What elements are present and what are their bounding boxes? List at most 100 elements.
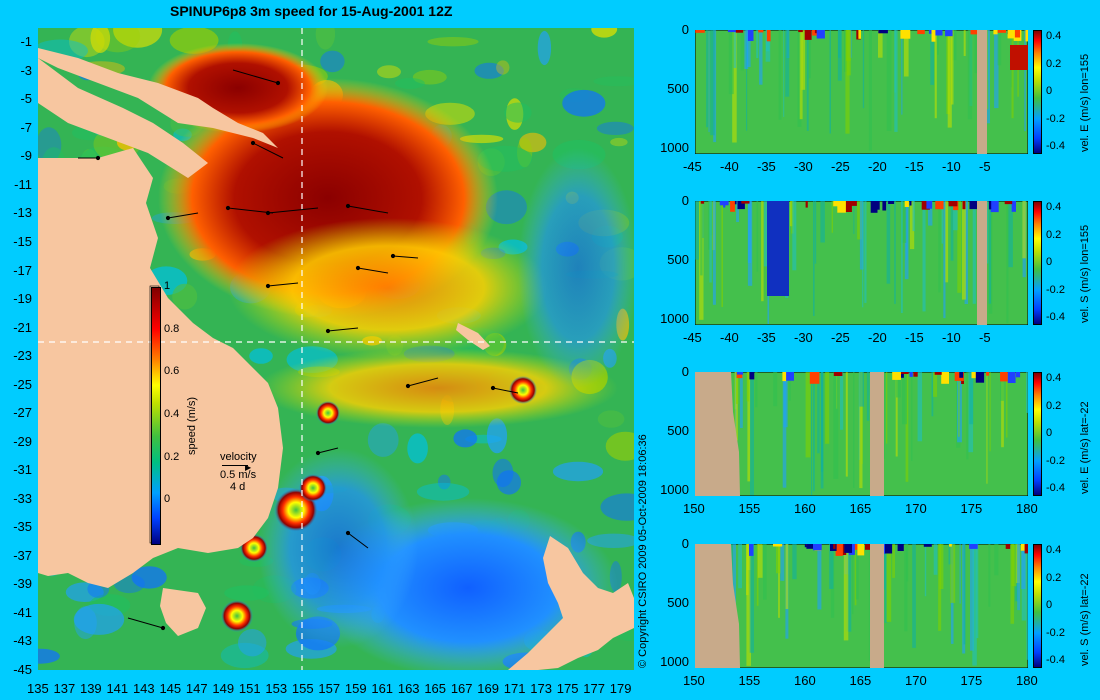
section-surface-feature xyxy=(883,544,893,554)
section-y-tick: 0 xyxy=(681,22,689,37)
section-streak xyxy=(917,372,923,442)
section-streak xyxy=(986,201,989,264)
speed-feature xyxy=(416,482,470,501)
section-x-tick: 180 xyxy=(1016,673,1038,688)
section-y-tick: 1000 xyxy=(660,140,689,156)
section-surface-feature xyxy=(986,372,990,376)
section-surface-feature xyxy=(945,30,953,37)
section-streak xyxy=(989,372,991,452)
section-colorbar-tick: 0 xyxy=(1046,427,1053,439)
section-surface-feature xyxy=(723,201,726,208)
section-colorbar-tick: -0.4 xyxy=(1046,311,1065,323)
section-surface-feature xyxy=(844,201,852,212)
section-streak xyxy=(957,201,962,293)
section-streak xyxy=(901,201,907,243)
speed-feature xyxy=(552,461,604,482)
section-x-tick: -25 xyxy=(831,159,850,174)
section-streak xyxy=(785,544,789,609)
speed-feature xyxy=(486,418,508,454)
section-streak xyxy=(894,30,896,93)
section-surface-feature xyxy=(700,201,705,204)
section-streak xyxy=(933,544,938,575)
section-streak xyxy=(778,544,780,618)
section-colorbar-label: vel. E (m/s) lat=-22 xyxy=(1079,401,1091,494)
section-surface-feature xyxy=(923,544,932,547)
section-strong-current xyxy=(767,201,789,296)
section-surface-feature xyxy=(1004,201,1013,205)
section-plot-section-south-velocity-lat-22 xyxy=(695,544,1028,668)
speed-feature xyxy=(437,474,451,490)
speed-feature xyxy=(427,37,479,47)
velocity-arrowhead xyxy=(265,283,271,289)
section-colorbar xyxy=(1033,544,1042,668)
section-colorbar-tick: 0.4 xyxy=(1046,30,1062,42)
section-surface-feature xyxy=(932,30,943,36)
section-streak xyxy=(749,544,754,653)
section-surface-feature xyxy=(749,544,754,556)
speed-feature xyxy=(504,102,532,123)
section-surface-feature xyxy=(931,30,936,42)
section-streak xyxy=(747,544,752,570)
section-streak xyxy=(974,30,980,74)
section-streak xyxy=(788,372,791,401)
section-streak xyxy=(740,372,743,428)
section-streak xyxy=(922,201,926,312)
section-surface-feature xyxy=(833,544,836,549)
section-streak xyxy=(894,30,898,132)
map-x-tick: 145 xyxy=(159,681,182,696)
map-y-tick: -3 xyxy=(20,62,32,78)
section-colorbar-tick: -0.2 xyxy=(1046,112,1065,125)
section-surface-feature xyxy=(1025,30,1028,42)
velocity-arrow xyxy=(232,69,279,84)
section-colorbar-tick: -0.4 xyxy=(1046,654,1065,666)
section-land xyxy=(977,30,987,154)
map-x-tick: 153 xyxy=(265,681,288,696)
section-surface-feature xyxy=(806,544,816,549)
section-surface-feature xyxy=(990,201,999,213)
map-x-tick: 135 xyxy=(27,681,49,696)
map-x-tick: 175 xyxy=(556,681,579,696)
map-y-tick: -37 xyxy=(13,547,32,563)
section-streak xyxy=(811,372,813,496)
vector-legend-duration: 4 d xyxy=(230,481,246,493)
section-streak xyxy=(941,201,943,244)
section-x-tick: -10 xyxy=(942,330,961,345)
section-surface-feature xyxy=(934,372,942,375)
speed-feature xyxy=(315,28,336,50)
section-streak xyxy=(792,201,797,271)
section-streak xyxy=(702,201,704,238)
velocity-arrowhead xyxy=(265,210,271,216)
section-streak xyxy=(904,544,908,632)
section-x-tick: -15 xyxy=(905,159,924,174)
section-surface-feature xyxy=(865,544,874,550)
section-surface-feature xyxy=(833,372,843,376)
section-y-tick: 1000 xyxy=(660,654,689,670)
section-streak xyxy=(912,544,916,648)
velocity-arrowhead xyxy=(490,385,496,391)
section-surface-feature xyxy=(741,201,750,204)
map-y-tick: -45 xyxy=(13,662,32,677)
section-streak xyxy=(709,201,712,283)
section-streak xyxy=(886,30,892,131)
section-streak xyxy=(733,30,737,68)
section-streak xyxy=(966,372,969,460)
section-surface-feature xyxy=(909,201,912,206)
section-streak xyxy=(744,30,749,69)
section-streak xyxy=(896,372,901,398)
section-streak xyxy=(938,201,941,293)
section-land xyxy=(695,544,740,668)
section-streak xyxy=(732,30,737,143)
section-streak xyxy=(895,372,898,457)
section-colorbar-tick: -0.2 xyxy=(1046,454,1065,467)
velocity-arrow xyxy=(252,142,284,159)
section-streak xyxy=(997,30,1002,66)
section-x-tick: -35 xyxy=(757,330,776,345)
map-x-tick: 141 xyxy=(106,681,129,696)
map-y-tick: -17 xyxy=(13,262,32,278)
section-x-tick: -40 xyxy=(720,330,739,345)
speed-feature xyxy=(367,423,399,457)
speed-feature xyxy=(395,77,425,89)
map-y-tick: -5 xyxy=(20,91,32,107)
map-y-tick: -21 xyxy=(13,319,32,335)
tasman-cool-west xyxy=(258,448,418,648)
